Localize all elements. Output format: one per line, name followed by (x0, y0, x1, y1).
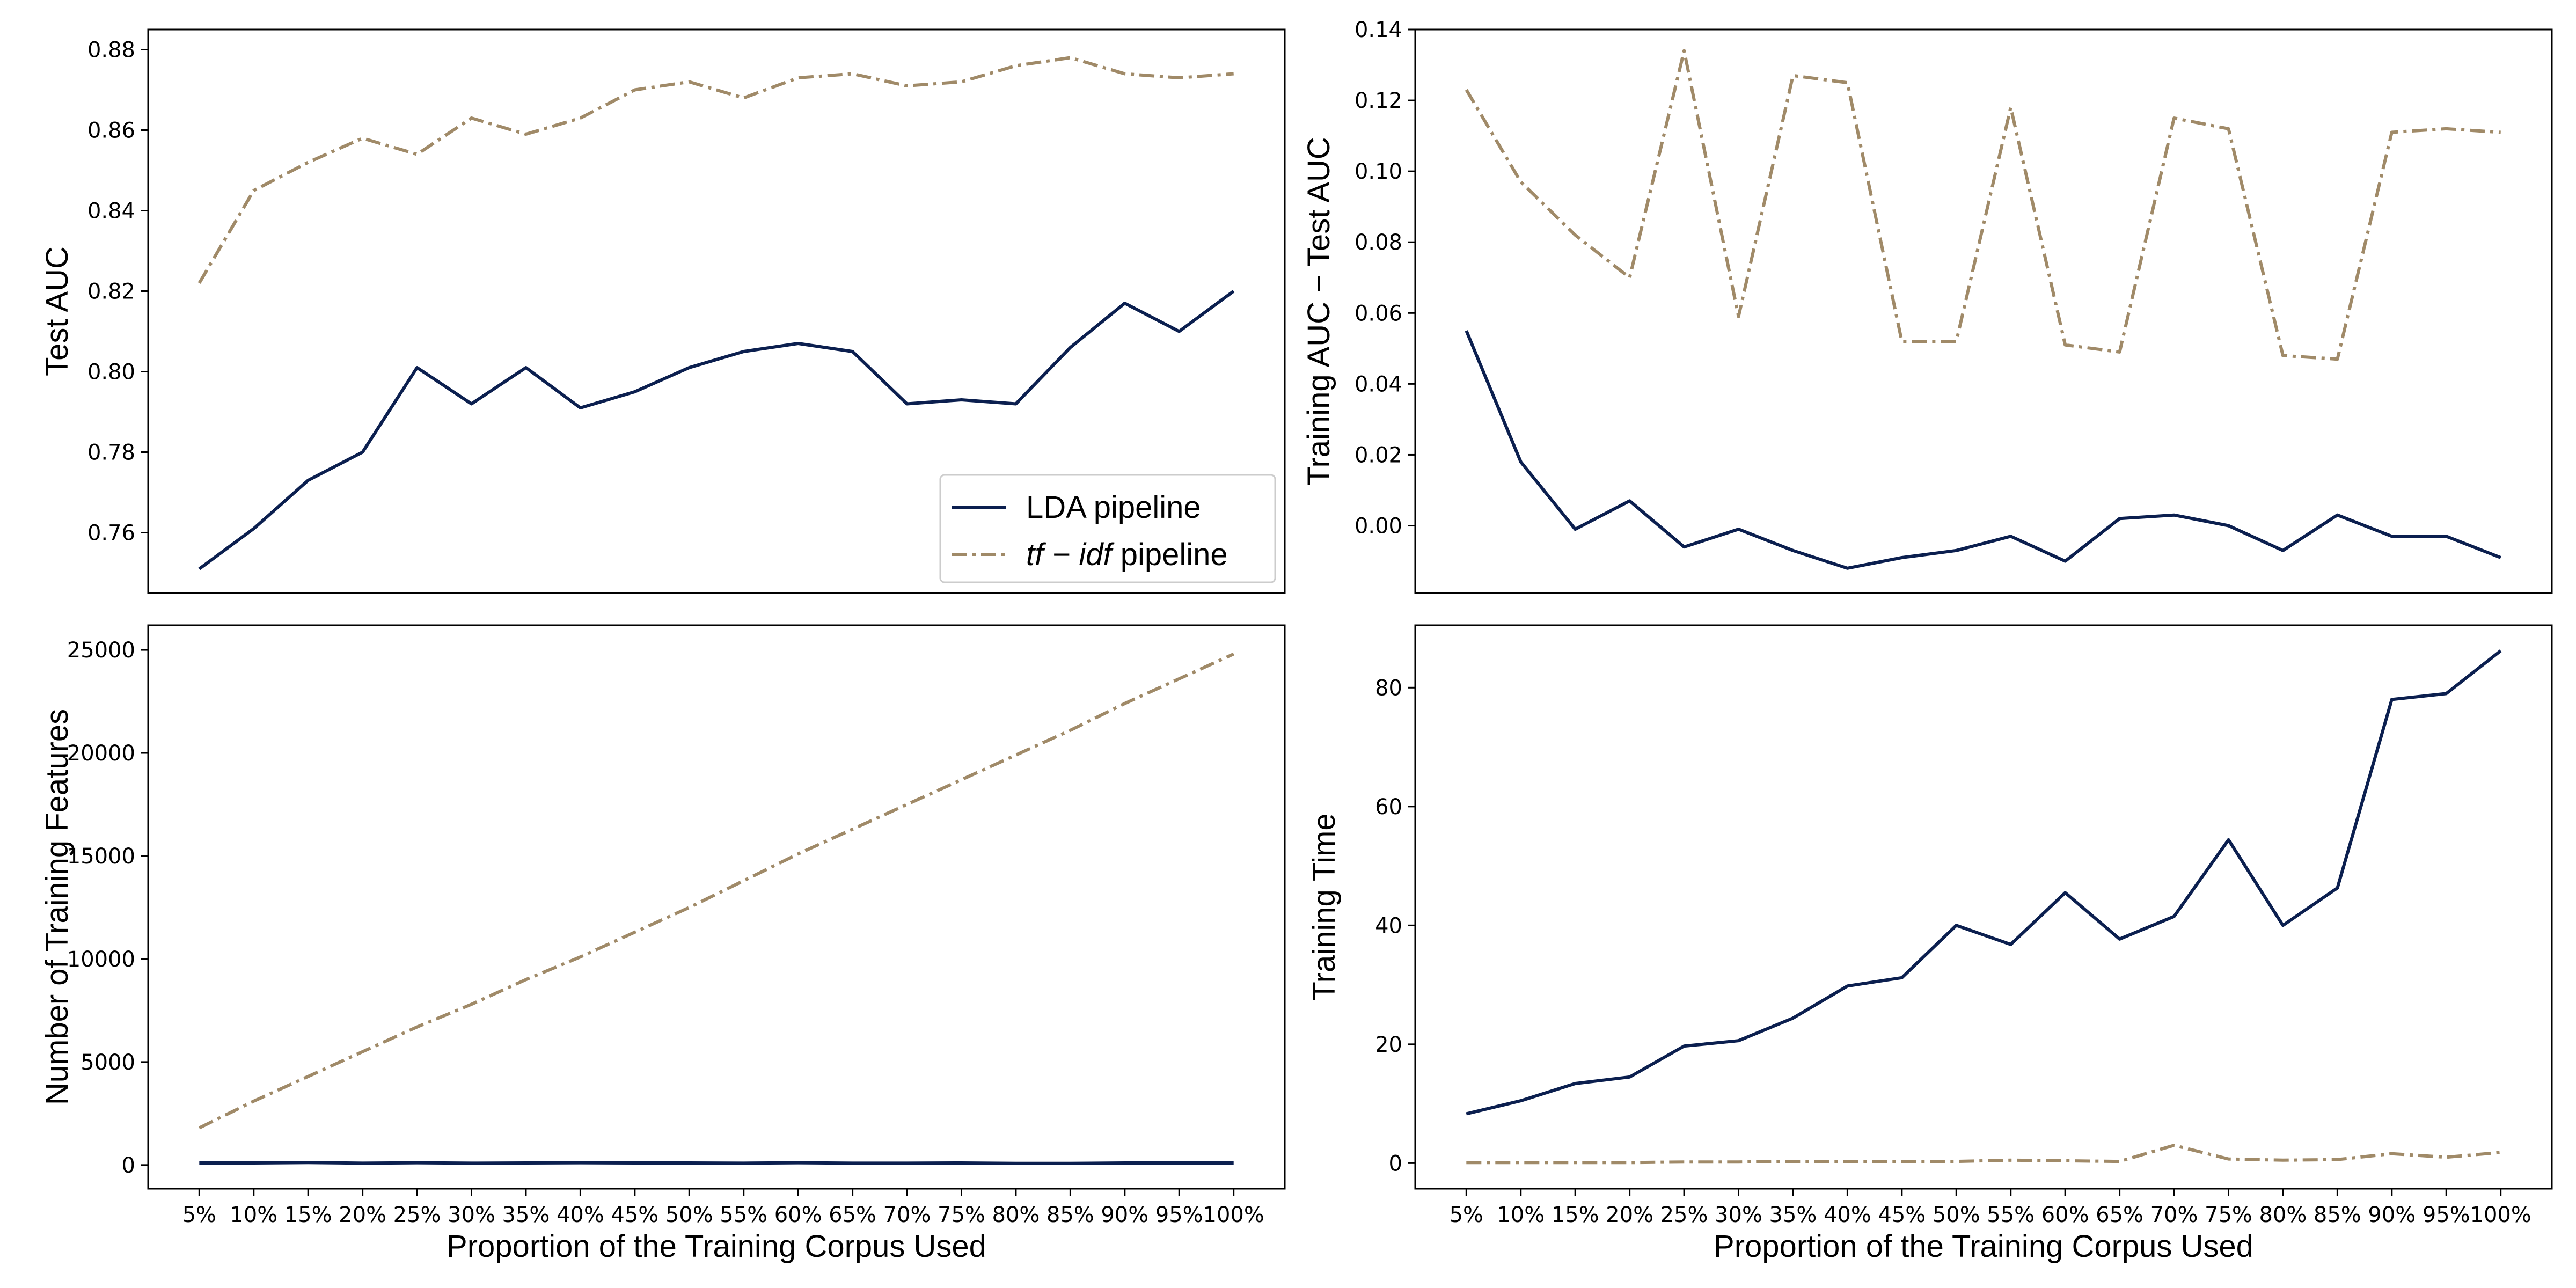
x-tick-label: 70% (883, 1203, 931, 1227)
y-tick-label: 0.78 (87, 441, 135, 465)
tfidf-series-line (198, 652, 1234, 1130)
x-tick-label: 30% (1715, 1203, 1762, 1227)
x-tick-label: 70% (2150, 1203, 2198, 1227)
y-tick-label: 0.80 (87, 360, 135, 385)
legend-box (939, 474, 1276, 583)
y-tick-label: 60 (1375, 795, 1402, 819)
y-tick-label: 5000 (80, 1050, 135, 1075)
legend-label-tfidf: tf − idf pipeline (1026, 537, 1228, 572)
y-tick-label: 0.08 (1355, 230, 1402, 255)
x-tick-label: 35% (1769, 1203, 1817, 1227)
x-tick-label: 20% (1606, 1203, 1653, 1227)
x-tick-label: 40% (557, 1203, 604, 1227)
x-tick-label: 80% (2259, 1203, 2307, 1227)
y-tick-label: 0.00 (1355, 514, 1402, 539)
y-tick-label: 0.10 (1355, 159, 1402, 184)
tfidf-series-line (197, 56, 1234, 284)
y-tick-label: 20 (1375, 1033, 1402, 1057)
legend-label-lda: LDA pipeline (1026, 490, 1201, 525)
y-tick-label: 0.06 (1355, 301, 1402, 326)
y-tick-label: 0.04 (1355, 372, 1402, 397)
y-tick-label: 15000 (67, 844, 135, 869)
plot-frame (147, 624, 1286, 1190)
x-tick-label: 45% (611, 1203, 658, 1227)
x-tick-label: 5% (182, 1203, 216, 1227)
y-tick-label: 80 (1375, 676, 1402, 700)
x-tick-label: 25% (1660, 1203, 1708, 1227)
x-tick-label: 50% (1933, 1203, 1980, 1227)
lda-series-line (199, 1161, 1234, 1165)
lda-series-line (198, 290, 1235, 570)
panel-training-time: 0 20 40 60 80 5% 10% 15% 20% 25% 30% 35% 40% 45% 50% 55… (1307, 624, 2553, 1264)
x-tick-label: 10% (230, 1203, 277, 1227)
panel-training-features: 0 5000 10000 15000 20000 25000 5% 10% 15% 20% 25% 3… (40, 624, 1286, 1264)
x-tick-label: 90% (1101, 1203, 1148, 1227)
y-tick-label: 40 (1375, 913, 1402, 938)
x-tick-label: 55% (1987, 1203, 2035, 1227)
plot-frame (1414, 28, 2553, 594)
x-tick-label: 75% (938, 1203, 985, 1227)
y-tick-label: 0.12 (1355, 89, 1402, 113)
y-axis-label: Test AUC (40, 246, 75, 376)
x-tick-label: 90% (2368, 1203, 2416, 1227)
x-tick-label: 5% (1450, 1203, 1483, 1227)
y-tick-label: 20000 (67, 741, 135, 766)
legend-label-tfidf-italic: tf − idf (1026, 537, 1115, 572)
y-axis-label: Training AUC − Test AUC (1301, 137, 1336, 486)
x-tick-label: 100% (1203, 1203, 1264, 1227)
x-tick-label: 55% (720, 1203, 767, 1227)
x-tick-label: 100% (2470, 1203, 2531, 1227)
legend-label-tfidf-suffix: pipeline (1112, 537, 1228, 572)
panel-test-auc: 0.76 0.78 0.80 0.82 0.84 0.86 0.88 Test AUC LDA … (40, 28, 1286, 594)
x-tick-label: 20% (339, 1203, 386, 1227)
x-tick-label: 35% (502, 1203, 550, 1227)
y-tick-label: 0.86 (87, 119, 135, 143)
y-tick-label: 0 (1389, 1151, 1402, 1176)
y-tick-label: 0.82 (87, 280, 135, 304)
x-tick-label: 45% (1878, 1203, 1926, 1227)
y-tick-label: 0.88 (87, 38, 135, 63)
x-axis-label: Proportion of the Training Corpus Used (1714, 1229, 2253, 1264)
panel-auc-gap: 0.00 0.02 0.04 0.06 0.08 0.10 0.12 0.14 Training… (1301, 18, 2553, 594)
lda-series-line (1466, 649, 2502, 1116)
x-tick-label: 65% (829, 1203, 876, 1227)
x-tick-label: 15% (284, 1203, 332, 1227)
legend: LDA pipeline tf − idf pipeline (939, 474, 1276, 583)
x-tick-label: 75% (2205, 1203, 2252, 1227)
y-axis-label: Training Time (1307, 813, 1342, 1000)
x-tick-label: 10% (1497, 1203, 1545, 1227)
y-tick-label: 10000 (67, 947, 135, 972)
y-tick-label: 0 (122, 1153, 135, 1178)
lda-series-line (1465, 330, 2501, 570)
x-tick-label: 25% (393, 1203, 441, 1227)
x-tick-label: 85% (1046, 1203, 1094, 1227)
x-tick-label: 60% (2041, 1203, 2089, 1227)
x-axis-label: Proportion of the Training Corpus Used (447, 1229, 986, 1264)
x-tick-label: 95% (1155, 1203, 1203, 1227)
y-tick-label: 0.14 (1355, 18, 1402, 42)
plot-frame (147, 28, 1286, 594)
x-tick-label: 40% (1824, 1203, 1871, 1227)
y-tick-label: 25000 (67, 638, 135, 663)
x-tick-label: 60% (774, 1203, 822, 1227)
x-tick-label: 15% (1552, 1203, 1599, 1227)
y-axis-label: Number of Training Features (40, 709, 75, 1105)
tfidf-series-line (1466, 1144, 2501, 1165)
x-tick-label: 65% (2096, 1203, 2143, 1227)
x-tick-label: 95% (2423, 1203, 2470, 1227)
y-tick-label: 0.84 (87, 199, 135, 224)
tfidf-series-line (1465, 49, 2501, 361)
plot-frame (1414, 624, 2553, 1190)
x-tick-label: 85% (2314, 1203, 2361, 1227)
x-tick-label: 50% (665, 1203, 713, 1227)
x-tick-label: 30% (448, 1203, 495, 1227)
y-tick-label: 0.02 (1355, 443, 1402, 467)
x-tick-label: 80% (992, 1203, 1040, 1227)
y-tick-label: 0.76 (87, 521, 135, 546)
